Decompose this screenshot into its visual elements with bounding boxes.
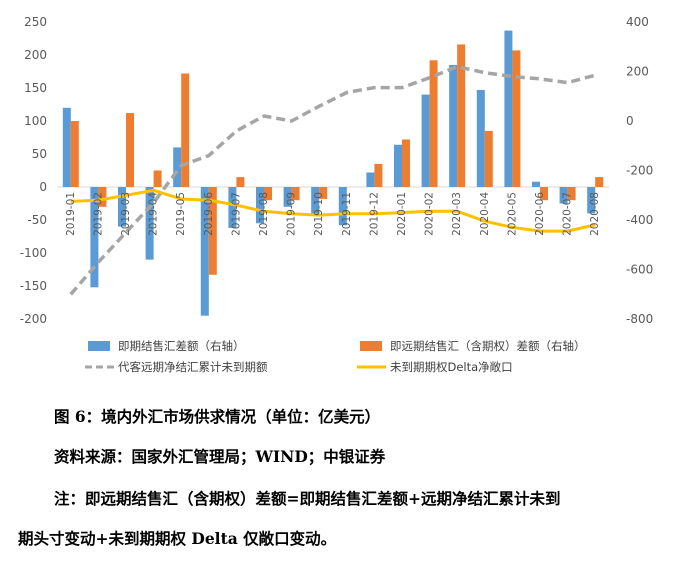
x-tick-label: 2020-02 — [424, 192, 436, 236]
x-tick-label: 2019-11 — [341, 192, 353, 236]
bar-spot — [532, 181, 540, 187]
legend-label: 未到期期权Delta净敞口 — [390, 360, 513, 374]
legend: 即期结售汇差额（右轴） 即远期结售汇（含期权）差额（右轴） 代客远期净结汇累计未到期… — [85, 339, 586, 374]
bar-series — [62, 30, 604, 316]
right-tick-label: -400 — [626, 213, 653, 227]
bar-spot-forward — [484, 130, 493, 187]
legend-label: 即远期结售汇（含期权）差额（右轴） — [390, 339, 586, 353]
bar-spot-forward — [429, 60, 438, 187]
bar-spot — [90, 187, 99, 288]
right-tick-label: 200 — [626, 65, 649, 79]
line-series — [69, 64, 596, 296]
figure-title: 图 6：境内外汇市场供求情况（单位：亿美元） — [54, 407, 381, 426]
bar-spot — [338, 187, 347, 226]
bar-spot-forward — [181, 73, 190, 187]
x-axis-ticks: 2019-01 2019-02 2019-03 2019-04 2019-05 2019-… — [65, 192, 601, 236]
bar-spot-forward — [126, 113, 134, 187]
bar-spot-forward — [595, 177, 604, 187]
left-tick-label: 250 — [24, 15, 47, 29]
bar-spot — [449, 64, 458, 187]
bar-spot — [421, 94, 430, 187]
right-tick-label: -600 — [626, 263, 653, 277]
source-line: 资料来源：国家外汇管理局；WIND；中银证券 — [54, 447, 386, 466]
x-tick-label: 2020-08 — [589, 192, 601, 236]
note-line-1: 注：即远期结售汇（含期权）差额=即期结售汇差额+远期净结汇累计未到 — [54, 489, 561, 508]
left-tick-label: 0 — [39, 180, 47, 194]
bar-spot-forward — [208, 187, 217, 275]
bar-spot — [311, 187, 320, 216]
bar-spot — [476, 89, 485, 187]
x-tick-label: 2020-06 — [534, 192, 546, 236]
x-tick-label: 2019-04 — [148, 192, 160, 236]
left-tick-label: -50 — [27, 213, 47, 227]
bar-spot-forward — [512, 50, 521, 187]
x-tick-label: 2019-03 — [120, 192, 132, 236]
bar-spot-forward — [319, 187, 328, 199]
bar-spot-forward — [567, 187, 576, 201]
bar-spot-forward — [236, 177, 245, 187]
bar-spot — [366, 172, 375, 187]
x-tick-label: 2019-02 — [92, 192, 104, 236]
legend-swatch — [360, 341, 382, 351]
bar-spot — [256, 187, 264, 224]
bar-spot — [118, 187, 126, 227]
bar-spot-forward — [70, 121, 79, 187]
x-tick-label: 2019-07 — [230, 192, 242, 236]
x-tick-label: 2019-09 — [286, 192, 298, 236]
bar-spot — [145, 187, 154, 260]
x-tick-label: 2020-05 — [506, 192, 518, 236]
bar-spot-forward — [98, 187, 107, 207]
right-tick-label: -200 — [626, 164, 653, 178]
x-tick-label: 2019-08 — [258, 192, 270, 236]
x-tick-label: 2019-06 — [203, 192, 215, 236]
legend-label: 即期结售汇差额（右轴） — [118, 339, 245, 353]
left-tick-label: 200 — [24, 48, 47, 62]
bar-spot — [559, 187, 568, 204]
legend-swatch — [88, 341, 110, 351]
bar-spot-forward — [264, 187, 272, 201]
line-forward-cumulative — [69, 64, 596, 296]
x-tick-label: 2019-01 — [65, 192, 77, 236]
x-tick-label: 2019-12 — [368, 192, 380, 236]
line-delta-exposure — [70, 188, 596, 233]
bar-spot — [394, 144, 402, 187]
bar-spot — [504, 30, 513, 187]
bar-spot-forward — [153, 170, 162, 187]
bar-spot-forward — [540, 187, 548, 201]
right-tick-label: -800 — [626, 312, 653, 326]
x-tick-label: 2019-05 — [175, 192, 187, 236]
bar-spot — [283, 187, 292, 207]
left-tick-label: 150 — [24, 81, 47, 95]
bar-spot-forward — [374, 163, 383, 187]
bar-spot — [200, 187, 209, 316]
bar-spot — [587, 187, 596, 214]
legend-label: 代客远期净结汇累计未到期额 — [118, 360, 268, 374]
right-axis-ticks: -800 -600 -400 -200 0 200 400 — [626, 15, 653, 326]
left-axis-ticks: -200 -150 -100 -50 0 50 100 150 200 250 — [20, 15, 47, 326]
left-tick-label: -200 — [20, 312, 47, 326]
x-tick-label: 2020-07 — [562, 192, 574, 236]
x-tick-label: 2019-10 — [313, 192, 325, 236]
left-tick-label: -150 — [20, 279, 47, 293]
bar-spot-forward — [402, 139, 410, 187]
right-tick-label: 0 — [626, 114, 634, 128]
bar-spot-forward — [291, 187, 300, 201]
x-tick-label: 2020-04 — [479, 192, 491, 236]
left-tick-label: 100 — [24, 114, 47, 128]
left-tick-label: -100 — [20, 246, 47, 260]
bar-spot — [173, 147, 182, 187]
bar-spot — [228, 187, 237, 228]
note-line-2: 期头寸变动+未到期期权 Delta 仅敞口变动。 — [18, 529, 337, 548]
x-tick-label: 2020-01 — [396, 192, 408, 236]
bar-spot — [62, 107, 71, 187]
right-tick-label: 400 — [626, 15, 649, 29]
bar-spot-forward — [457, 44, 466, 187]
x-tick-label: 2020-03 — [451, 192, 463, 236]
left-tick-label: 50 — [32, 147, 47, 161]
